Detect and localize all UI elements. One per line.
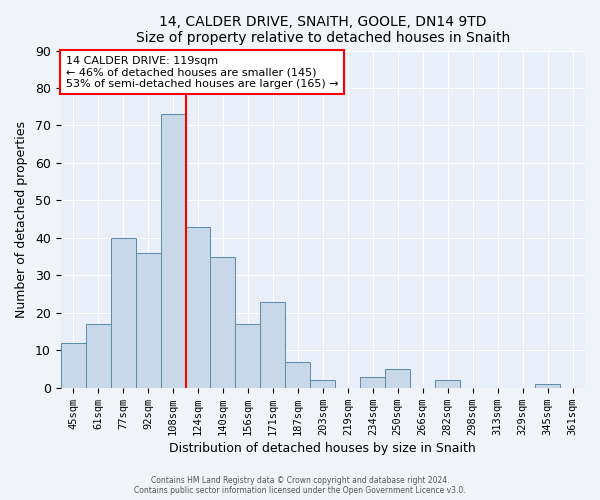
Bar <box>360 376 385 388</box>
Bar <box>385 369 410 388</box>
Bar <box>535 384 560 388</box>
Bar <box>185 226 211 388</box>
Title: 14, CALDER DRIVE, SNAITH, GOOLE, DN14 9TD
Size of property relative to detached : 14, CALDER DRIVE, SNAITH, GOOLE, DN14 9T… <box>136 15 510 45</box>
Bar <box>211 256 235 388</box>
Text: 14 CALDER DRIVE: 119sqm
← 46% of detached houses are smaller (145)
53% of semi-d: 14 CALDER DRIVE: 119sqm ← 46% of detache… <box>66 56 338 89</box>
Text: Contains HM Land Registry data © Crown copyright and database right 2024.
Contai: Contains HM Land Registry data © Crown c… <box>134 476 466 495</box>
Bar <box>110 238 136 388</box>
Bar <box>286 362 310 388</box>
X-axis label: Distribution of detached houses by size in Snaith: Distribution of detached houses by size … <box>169 442 476 455</box>
Y-axis label: Number of detached properties: Number of detached properties <box>15 120 28 318</box>
Bar <box>161 114 185 388</box>
Bar <box>86 324 110 388</box>
Bar <box>310 380 335 388</box>
Bar <box>61 343 86 388</box>
Bar <box>136 253 161 388</box>
Bar <box>260 302 286 388</box>
Bar <box>435 380 460 388</box>
Bar <box>235 324 260 388</box>
